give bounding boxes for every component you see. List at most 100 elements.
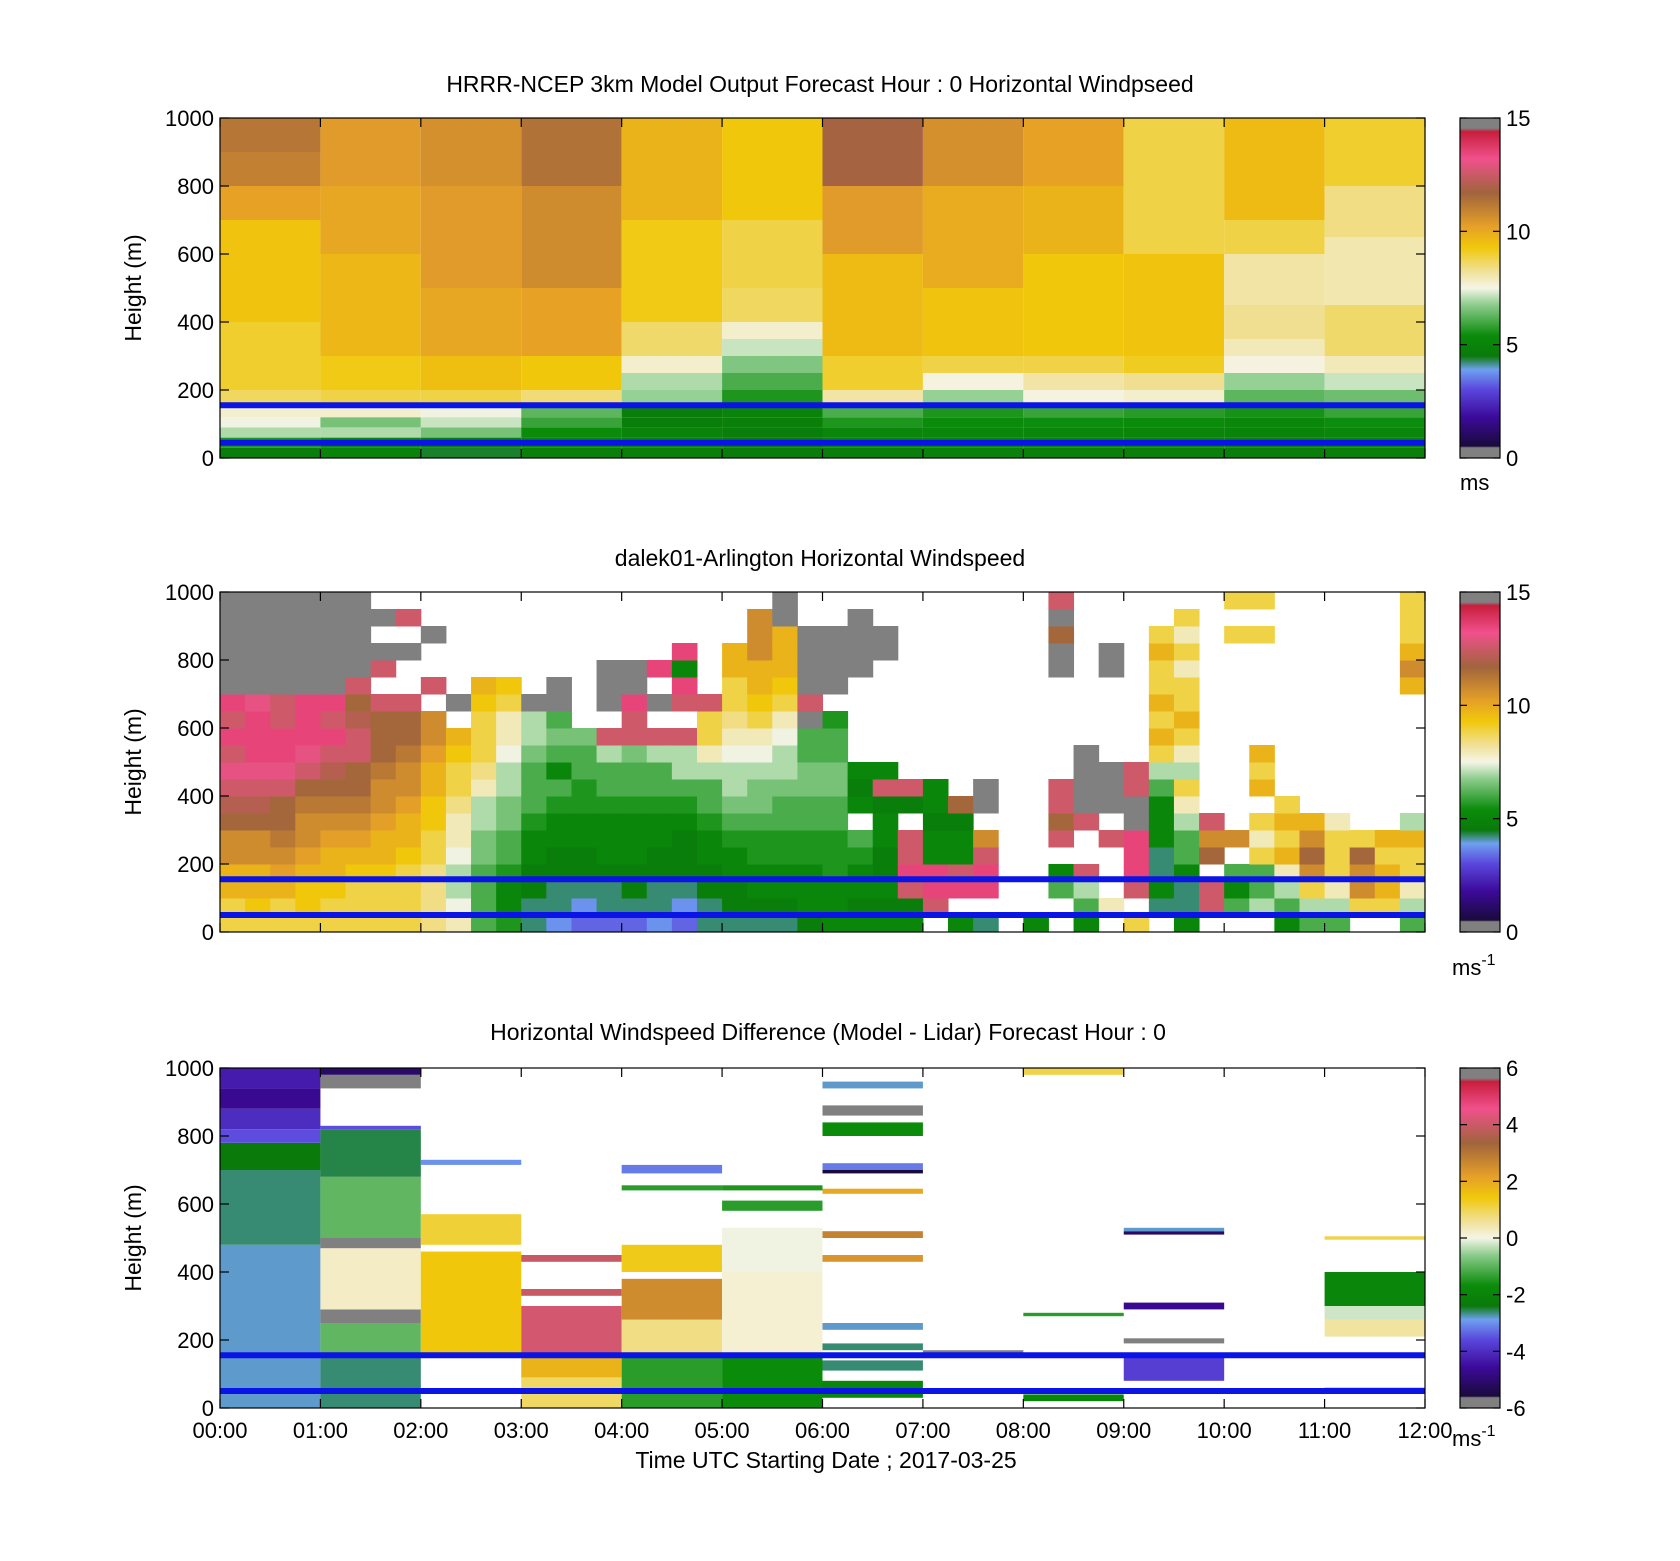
heatmap-cell (646, 830, 673, 848)
heatmap-cell (370, 762, 397, 780)
heatmap-cell (270, 881, 296, 899)
heatmap-cell (621, 745, 648, 763)
heatmap-cell (747, 898, 773, 916)
heatmap-cell (722, 779, 748, 797)
heatmap-cell (772, 728, 798, 746)
heatmap-cell (546, 677, 572, 695)
heatmap-cell (621, 847, 648, 865)
heatmap-cell (320, 898, 347, 916)
heatmap-cell (320, 762, 347, 780)
heatmap-cell (646, 745, 673, 763)
heatmap-cell (220, 1129, 321, 1143)
heatmap-cell (220, 898, 246, 916)
y-tick-label: 400 (177, 784, 214, 809)
heatmap-cell (621, 711, 648, 729)
panel1-reference-lines (220, 402, 1425, 446)
y-tick-label: 0 (202, 446, 214, 471)
heatmap-cell (1199, 847, 1225, 865)
heatmap-cell (973, 915, 999, 933)
heatmap-cell (822, 728, 849, 746)
heatmap-cell (295, 796, 321, 814)
panel3-y-ticks: 1000 800 600 400 200 0 (165, 1056, 1425, 1421)
heatmap-cell (420, 847, 447, 865)
heatmap-cell (571, 915, 598, 933)
heatmap-cell (1123, 915, 1150, 933)
heatmap-cell (270, 813, 296, 831)
x-tick-label: 06:00 (795, 1418, 850, 1443)
panel2-title: dalek01-Arlington Horizontal Windspeed (615, 545, 1025, 571)
heatmap-cell (471, 881, 497, 899)
heatmap-cell (496, 711, 522, 729)
heatmap-cell (220, 711, 246, 729)
heatmap-cell (1274, 881, 1300, 899)
heatmap-cell (370, 779, 397, 797)
heatmap-cell (1123, 356, 1225, 373)
heatmap-cell (646, 813, 673, 831)
heatmap-cell (496, 762, 522, 780)
heatmap-cell (220, 745, 246, 763)
heatmap-cell (772, 881, 798, 899)
heatmap-cell (220, 427, 321, 438)
heatmap-cell (220, 1108, 321, 1130)
heatmap-cell (747, 796, 773, 814)
heatmap-cell (245, 881, 271, 899)
heatmap-cell (420, 728, 447, 746)
heatmap-cell (320, 796, 347, 814)
heatmap-cell (420, 881, 447, 899)
heatmap-cell (320, 1238, 421, 1249)
heatmap-cell (948, 830, 974, 848)
heatmap-cell (1349, 830, 1376, 848)
heatmap-cell (596, 745, 623, 763)
heatmap-cell (822, 915, 849, 933)
heatmap-cell (1299, 813, 1326, 831)
heatmap-cell (370, 898, 397, 916)
y-tick-label: 400 (177, 310, 214, 335)
heatmap-cell (370, 711, 397, 729)
heatmap-cell (471, 830, 497, 848)
panel3-x-axis-label: Time UTC Starting Date ; 2017-03-25 (635, 1447, 1016, 1473)
heatmap-cell (797, 796, 823, 814)
heatmap-cell (521, 447, 622, 458)
heatmap-cell (345, 830, 372, 848)
heatmap-cell (722, 427, 823, 438)
heatmap-cell (420, 830, 447, 848)
heatmap-cell (395, 609, 422, 627)
heatmap-cell (596, 796, 623, 814)
heatmap-cell (948, 881, 974, 899)
heatmap-cell (671, 847, 698, 865)
heatmap-cell (621, 1278, 723, 1320)
panel1-colorbar-frame (1459, 117, 1501, 459)
heatmap-cell (847, 881, 874, 899)
heatmap-cell (521, 762, 547, 780)
heatmap-cell (220, 796, 246, 814)
heatmap-cell (1324, 830, 1351, 848)
y-tick-label: 600 (177, 242, 214, 267)
heatmap-cell (471, 728, 497, 746)
heatmap-cell (546, 728, 572, 746)
heatmap-cell (671, 796, 698, 814)
heatmap-cell (320, 626, 347, 644)
heatmap-cell (1023, 1394, 1124, 1402)
heatmap-cell (220, 447, 321, 458)
heatmap-cell (671, 677, 698, 695)
heatmap-cell (1199, 830, 1225, 848)
x-tick-label: 00:00 (192, 1418, 247, 1443)
heatmap-cell (445, 694, 472, 712)
heatmap-cell (345, 660, 372, 678)
heatmap-cell (747, 711, 773, 729)
heatmap-cell (220, 1068, 321, 1089)
heatmap-cell (1173, 762, 1200, 780)
heatmap-cell (320, 694, 347, 712)
heatmap-cell (1299, 898, 1326, 916)
heatmap-cell (245, 898, 271, 916)
y-tick-label: 0 (202, 920, 214, 945)
heatmap-cell (496, 915, 522, 933)
heatmap-cell (295, 813, 321, 831)
heatmap-cell (1023, 373, 1124, 390)
heatmap-cell (1148, 779, 1175, 797)
heatmap-cell (671, 881, 698, 899)
heatmap-cell (872, 762, 899, 780)
heatmap-cell (1374, 898, 1401, 916)
heatmap-cell (1274, 813, 1300, 831)
heatmap-cell (1098, 660, 1125, 678)
